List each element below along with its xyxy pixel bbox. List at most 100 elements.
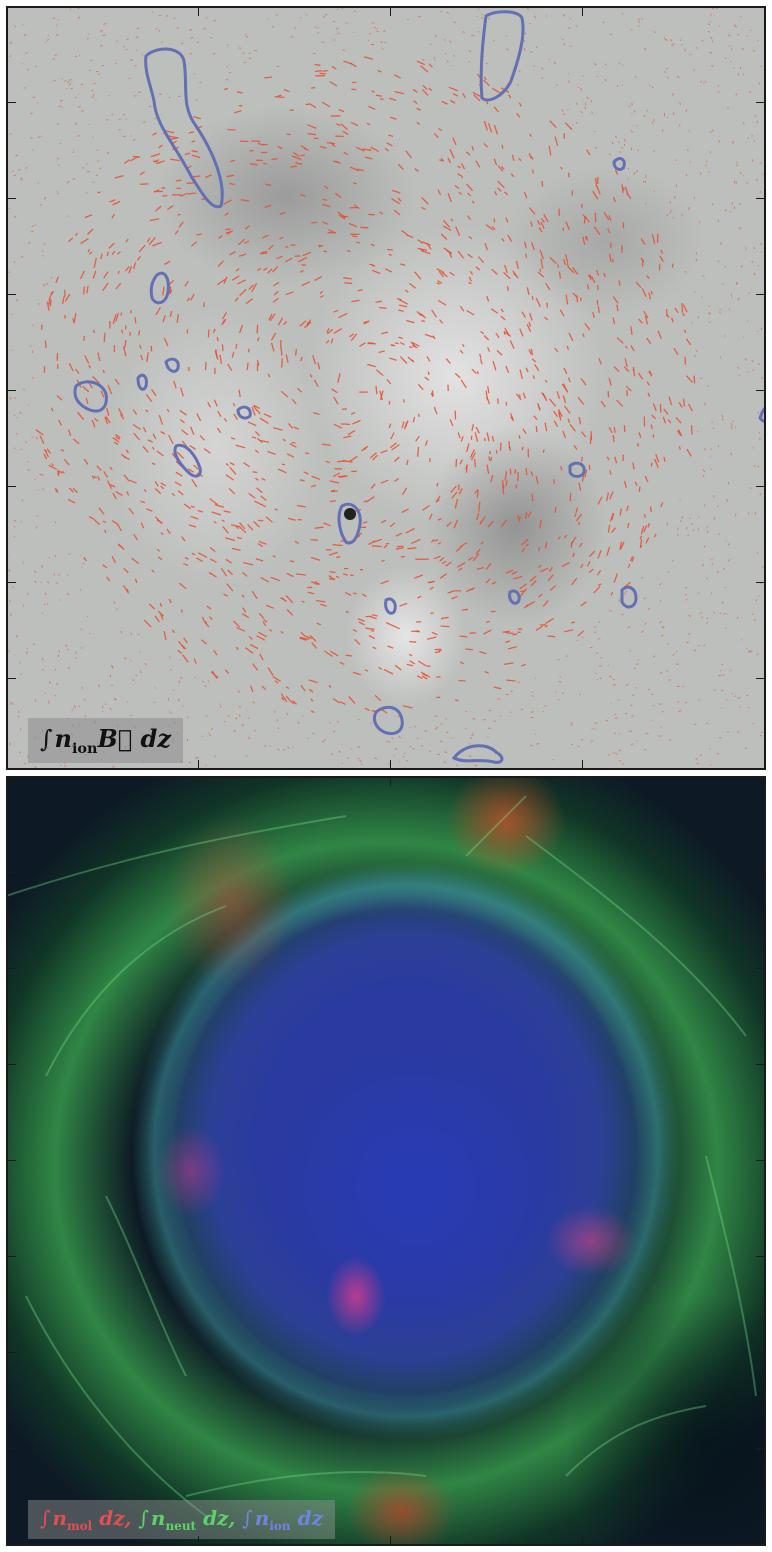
field-vector xyxy=(282,748,285,751)
field-vector xyxy=(566,262,569,267)
field-vector xyxy=(201,735,204,738)
field-vector xyxy=(34,65,37,68)
field-vector xyxy=(643,524,648,533)
field-vector xyxy=(490,475,494,483)
field-vector xyxy=(468,235,473,240)
field-vector xyxy=(368,105,376,110)
field-vector xyxy=(268,629,273,632)
field-vector xyxy=(357,746,360,748)
axis-tick xyxy=(756,390,766,391)
field-vector xyxy=(54,555,57,558)
field-vector xyxy=(92,181,94,184)
field-vector xyxy=(623,480,628,488)
field-vector xyxy=(558,208,561,216)
field-vector xyxy=(675,650,678,653)
field-vector xyxy=(146,237,151,243)
field-vector xyxy=(651,85,654,89)
field-vector xyxy=(204,174,212,179)
field-vector xyxy=(441,271,448,278)
field-vector xyxy=(270,332,277,341)
field-vector xyxy=(374,694,382,702)
field-vector xyxy=(128,507,135,515)
field-vector xyxy=(115,40,118,42)
field-vector xyxy=(332,20,336,23)
field-vector xyxy=(299,193,306,197)
field-vector xyxy=(401,421,405,429)
axis-tick xyxy=(756,1448,766,1449)
field-vector xyxy=(436,482,439,487)
field-vector xyxy=(688,614,690,617)
field-vector xyxy=(248,492,256,499)
field-vector xyxy=(580,377,587,386)
field-vector xyxy=(151,462,156,466)
field-vector xyxy=(751,613,754,616)
field-vector xyxy=(241,594,245,598)
field-vector xyxy=(386,142,393,147)
field-vector xyxy=(335,575,340,579)
field-vector xyxy=(353,181,357,185)
field-vector xyxy=(401,487,408,496)
field-vector xyxy=(662,416,667,424)
field-vector xyxy=(468,556,474,561)
field-vector xyxy=(480,330,484,335)
field-vector xyxy=(468,49,472,53)
field-vector xyxy=(398,336,403,340)
field-vector xyxy=(607,391,610,398)
field-vector xyxy=(227,714,230,717)
field-vector xyxy=(296,573,307,576)
field-vector xyxy=(310,698,314,702)
field-vector xyxy=(337,373,341,384)
field-vector xyxy=(158,414,164,425)
field-vector xyxy=(412,342,420,347)
field-vector xyxy=(535,426,538,433)
field-vector xyxy=(558,271,562,279)
field-vector xyxy=(595,672,597,675)
field-vector xyxy=(112,314,117,325)
field-vector xyxy=(392,624,400,630)
field-vector xyxy=(35,436,38,440)
field-vector xyxy=(72,487,79,494)
field-vector xyxy=(27,460,30,463)
field-vector xyxy=(228,488,236,495)
field-vector xyxy=(74,122,78,125)
field-vector xyxy=(493,686,502,690)
field-vector xyxy=(437,280,443,284)
field-vector xyxy=(679,102,682,105)
field-vector xyxy=(548,58,550,61)
field-vector xyxy=(723,567,726,571)
field-vector xyxy=(603,212,610,221)
field-vector xyxy=(484,670,489,674)
field-vector xyxy=(537,402,541,411)
field-vector xyxy=(383,669,394,675)
field-vector xyxy=(707,23,711,26)
field-vector xyxy=(116,251,121,255)
field-vector xyxy=(25,166,28,169)
field-vector xyxy=(471,423,475,432)
field-vector xyxy=(333,423,343,429)
field-vector xyxy=(737,366,740,369)
field-vector xyxy=(48,556,51,559)
field-vector xyxy=(68,83,72,86)
field-vector xyxy=(576,295,579,303)
field-vector xyxy=(749,29,752,32)
field-vector xyxy=(287,517,296,521)
field-vector xyxy=(547,574,554,582)
field-vector xyxy=(479,353,482,359)
axis-tick xyxy=(756,678,766,679)
field-vector xyxy=(226,43,229,46)
field-vector xyxy=(421,206,426,211)
axis-tick xyxy=(6,1160,16,1161)
field-vector xyxy=(368,634,376,640)
field-vector xyxy=(623,366,630,372)
field-vector xyxy=(502,630,510,633)
label-dz: dz, xyxy=(99,1506,132,1530)
field-vector xyxy=(385,621,394,627)
field-vector xyxy=(459,306,465,312)
field-vector xyxy=(114,697,117,701)
field-vector xyxy=(88,364,91,369)
field-vector xyxy=(562,383,569,393)
field-vector xyxy=(454,184,460,190)
field-vector xyxy=(600,656,603,659)
field-vector xyxy=(204,684,207,688)
field-vector xyxy=(468,754,472,758)
